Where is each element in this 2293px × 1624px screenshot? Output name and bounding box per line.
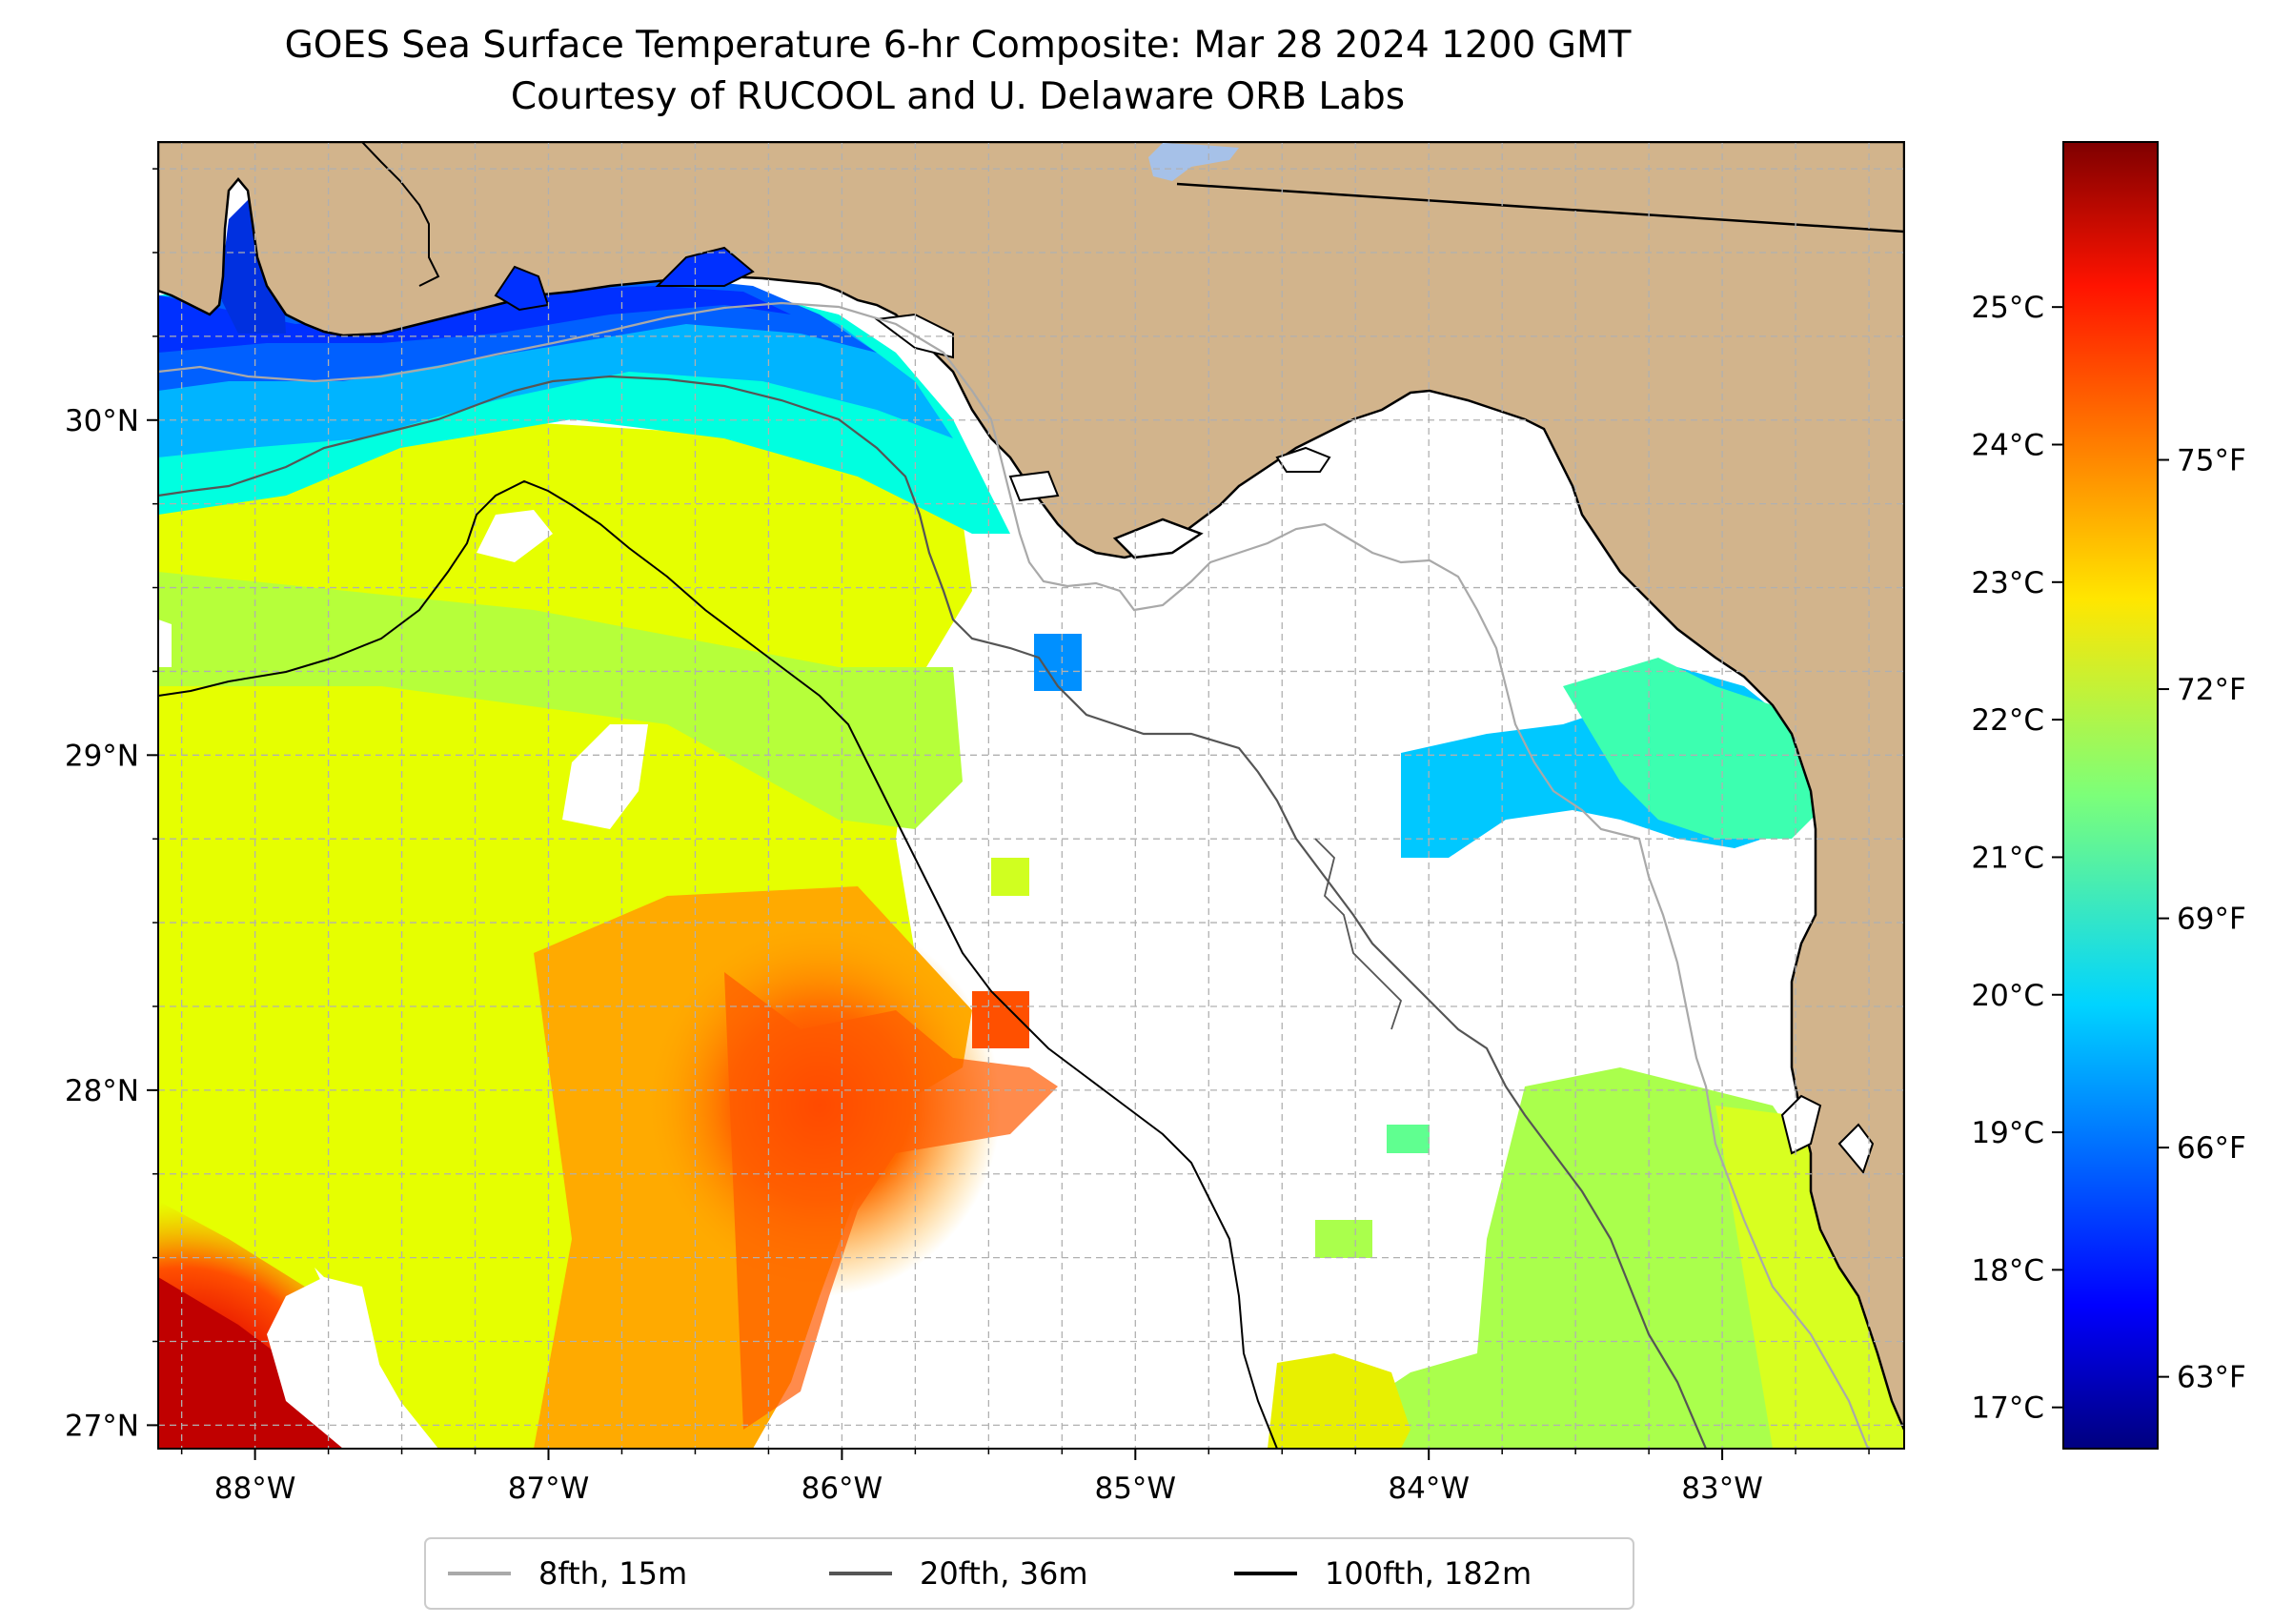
legend-label: 8fth, 15m <box>538 1555 687 1592</box>
legend-label: 20fth, 36m <box>920 1555 1087 1592</box>
isobath-legend: 8fth, 15m 20fth, 36m 100fth, 182m <box>424 1537 1634 1610</box>
lon-tick-label: 86°W <box>802 1472 883 1506</box>
lon-tick-label: 84°W <box>1388 1472 1470 1506</box>
celsius-tick-label: 25°C <box>1971 291 2044 325</box>
lat-tick-label: 27°N <box>65 1409 139 1443</box>
fahrenheit-tick-label: 75°F <box>2177 444 2246 478</box>
fahrenheit-tick-label: 66°F <box>2177 1131 2246 1166</box>
isobaths <box>158 301 1870 1449</box>
colorbar: 17°C 18°C 19°C 20°C 21°C 22°C 23°C 24°C 25°C 63°F… <box>1971 141 2246 1450</box>
lon-tick-label: 88°W <box>214 1472 296 1506</box>
celsius-tick-label: 21°C <box>1971 841 2044 875</box>
map-subtitle: Courtesy of RUCOOL and U. Delaware ORB L… <box>510 75 1406 118</box>
map-frame <box>157 141 1905 1450</box>
legend-box <box>424 1537 1634 1610</box>
celsius-tick-label: 18°C <box>1971 1253 2044 1288</box>
isobath-100fth <box>158 479 1278 1449</box>
celsius-tick-label: 23°C <box>1971 566 2044 600</box>
lon-tick-label: 83°W <box>1681 1472 1763 1506</box>
state-border <box>1176 182 1904 233</box>
celsius-tick-label: 22°C <box>1971 703 2044 738</box>
map-area <box>158 142 1904 1449</box>
lon-tick-label: 87°W <box>508 1472 590 1506</box>
lat-tick-label: 28°N <box>65 1074 139 1108</box>
fahrenheit-tick-label: 72°F <box>2177 673 2246 707</box>
legend-label: 100fth, 182m <box>1325 1555 1532 1592</box>
lon-tick-label: 85°W <box>1094 1472 1176 1506</box>
isobath-8fth <box>158 301 1870 1449</box>
fahrenheit-tick-label: 63°F <box>2177 1361 2246 1395</box>
celsius-tick-label: 20°C <box>1971 979 2044 1013</box>
map-title: GOES Sea Surface Temperature 6-hr Compos… <box>284 24 1632 67</box>
lat-tick-label: 29°N <box>65 739 139 773</box>
land <box>158 142 1904 1431</box>
celsius-tick-label: 19°C <box>1971 1116 2044 1150</box>
lake <box>1148 143 1239 181</box>
lat-tick-label: 30°N <box>65 404 139 438</box>
gridlines <box>158 142 1904 1449</box>
colorbar-gradient <box>2062 141 2159 1450</box>
celsius-tick-label: 24°C <box>1971 428 2044 462</box>
celsius-tick-label: 17°C <box>1971 1391 2044 1426</box>
isobath-20fth <box>158 375 1708 1449</box>
map-axes: 88°W 87°W 86°W 85°W 84°W 83°W 30°N 29°N 28°N 27°N <box>65 168 1870 1506</box>
fahrenheit-tick-label: 69°F <box>2177 903 2246 937</box>
